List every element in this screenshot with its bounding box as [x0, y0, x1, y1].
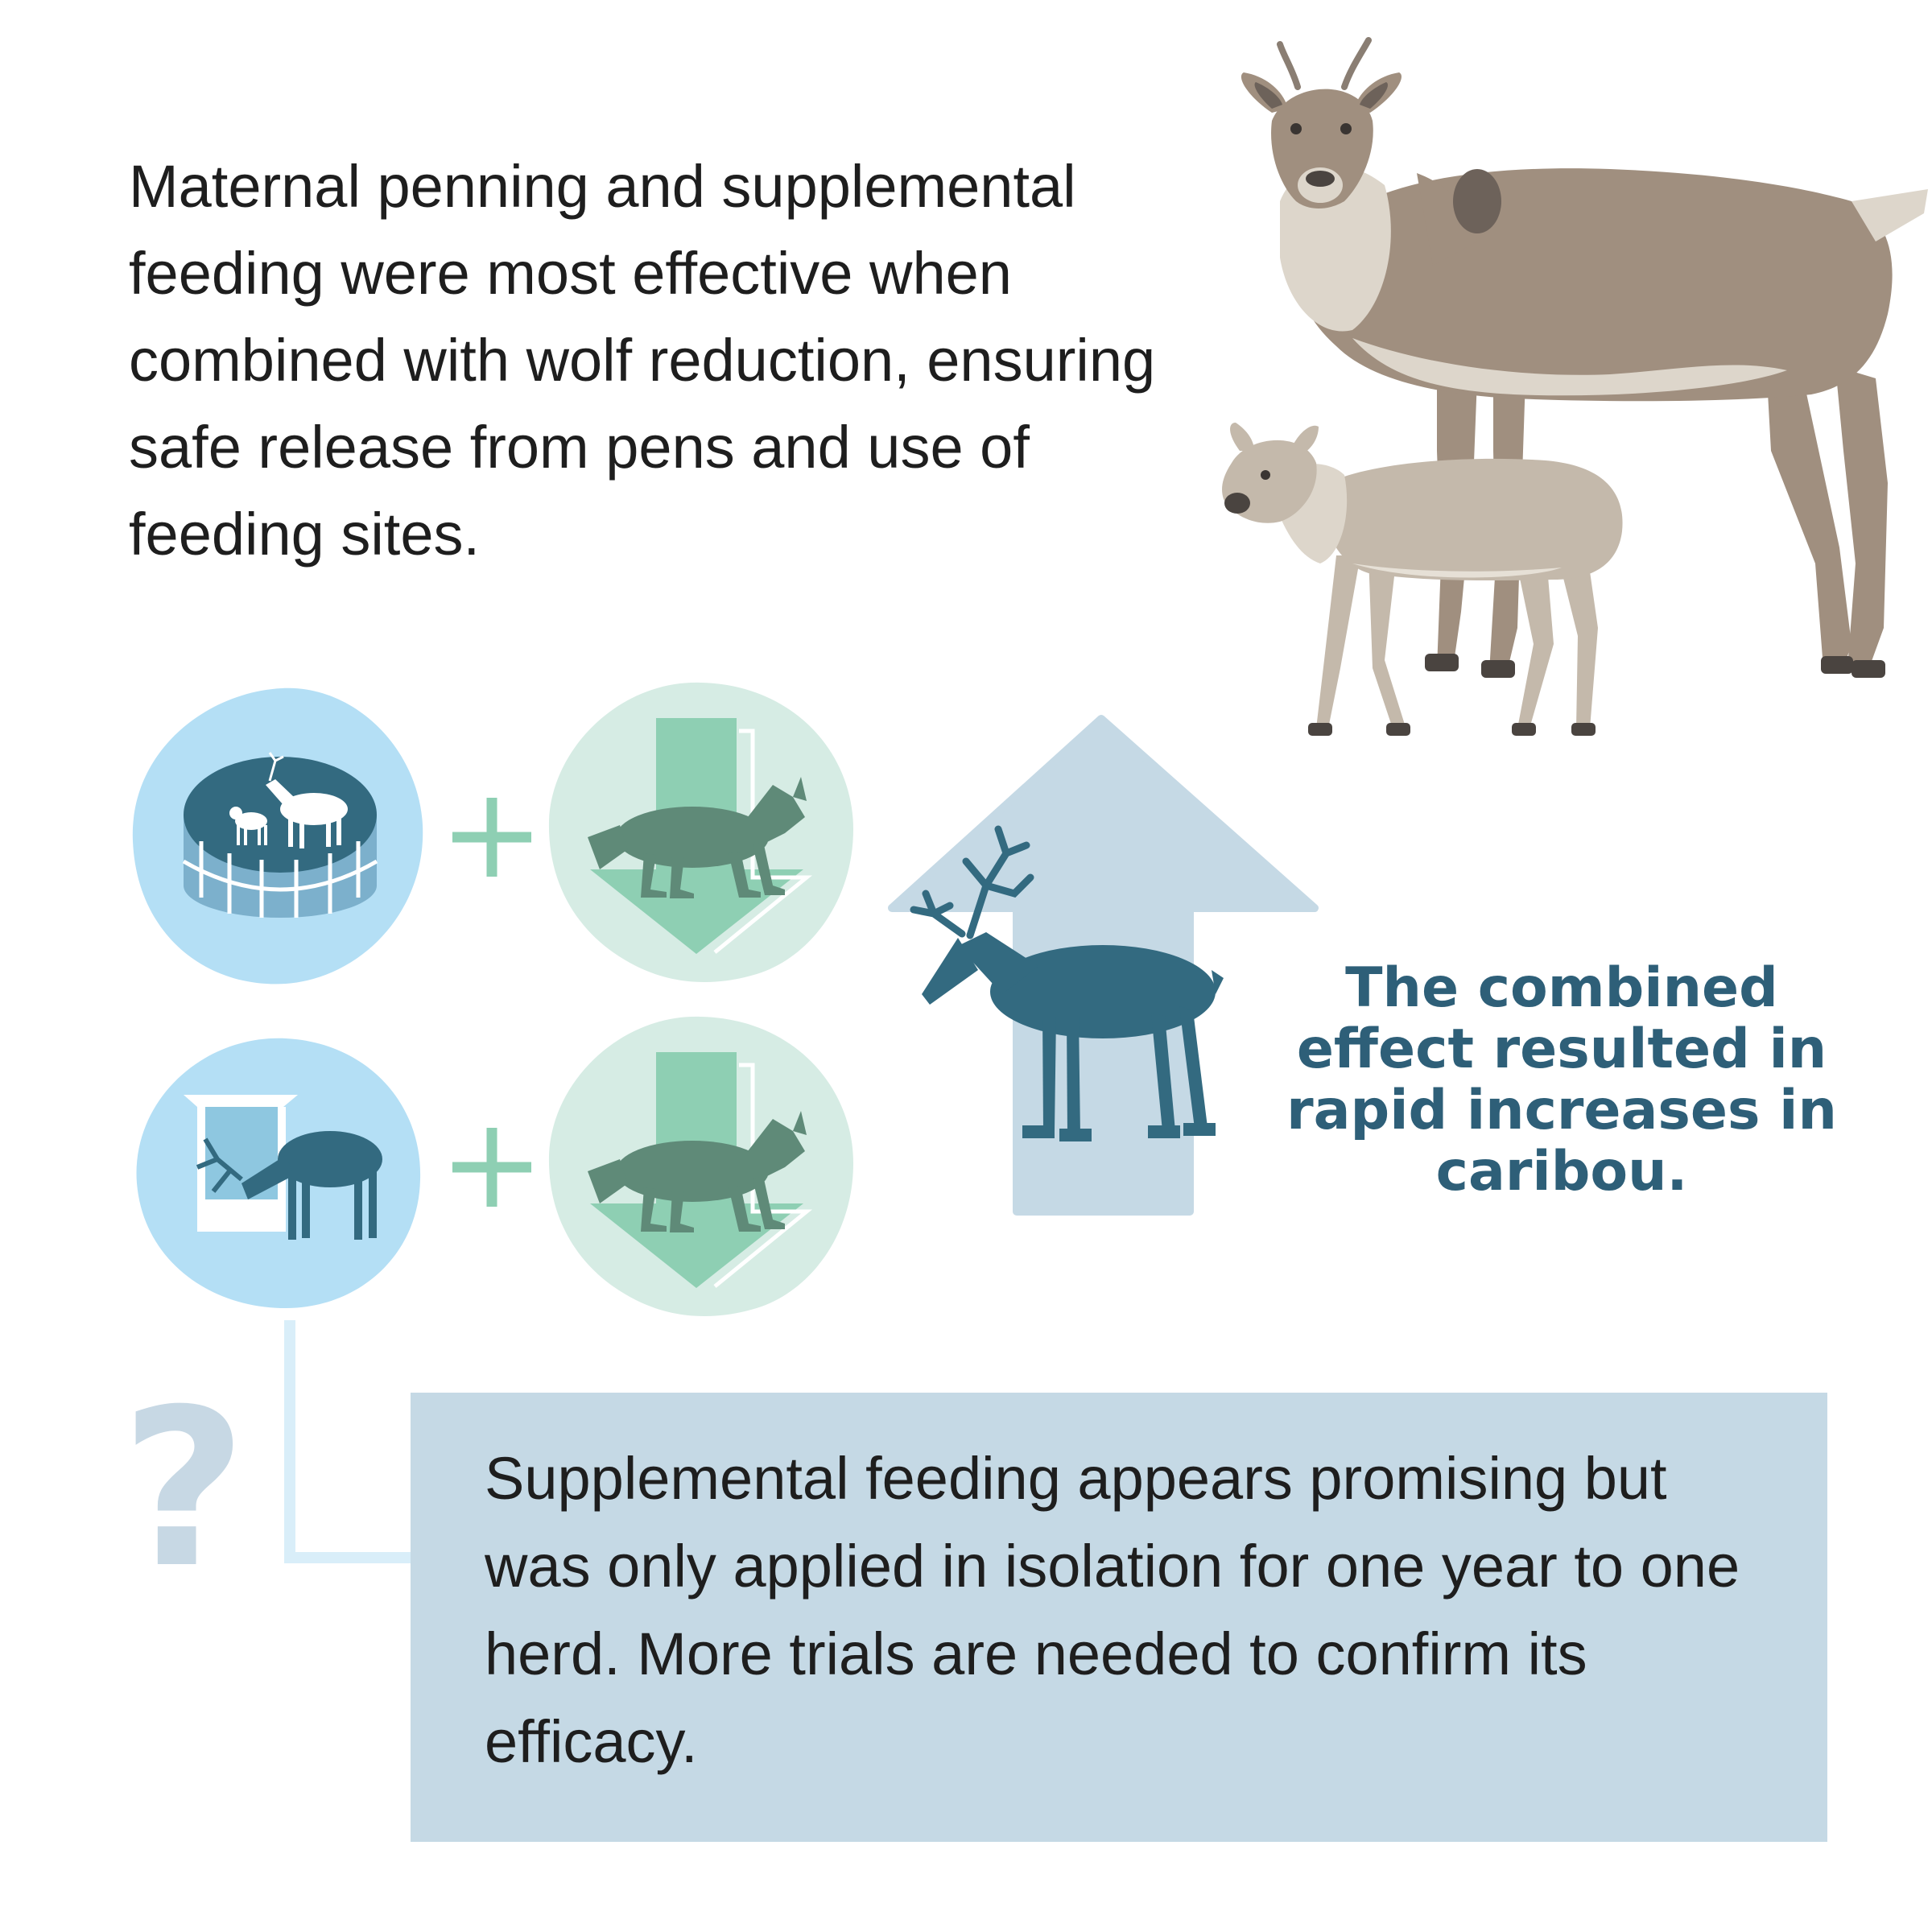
wolf-reduction-icon — [548, 682, 853, 983]
wolf-silhouette — [588, 1111, 807, 1232]
plus-sign — [452, 1128, 531, 1207]
question-mark-icon: ? — [121, 1362, 247, 1616]
wolf-reduction-icon — [548, 1016, 853, 1317]
caribou-cow-and-calf — [1222, 37, 1928, 736]
caribou-silhouette — [910, 825, 1224, 1141]
wolf-silhouette — [588, 777, 807, 898]
plus-sign — [452, 798, 531, 877]
note-text: Supplemental feeding appears promising b… — [485, 1445, 1740, 1775]
intro-text: Maternal penning and supplemental feedin… — [129, 153, 1156, 568]
feeding-caribou-silhouette — [196, 1131, 382, 1240]
maternal-pen-icon — [132, 687, 423, 985]
feeding-station-icon — [136, 1038, 421, 1308]
note-box: Supplemental feeding appears promising b… — [411, 1393, 1827, 1842]
caribou-increase-arrow-icon — [888, 715, 1319, 1216]
connector-line — [284, 1320, 415, 1563]
result-headline: The combined effect resulted in rapid in… — [1286, 956, 1837, 1203]
